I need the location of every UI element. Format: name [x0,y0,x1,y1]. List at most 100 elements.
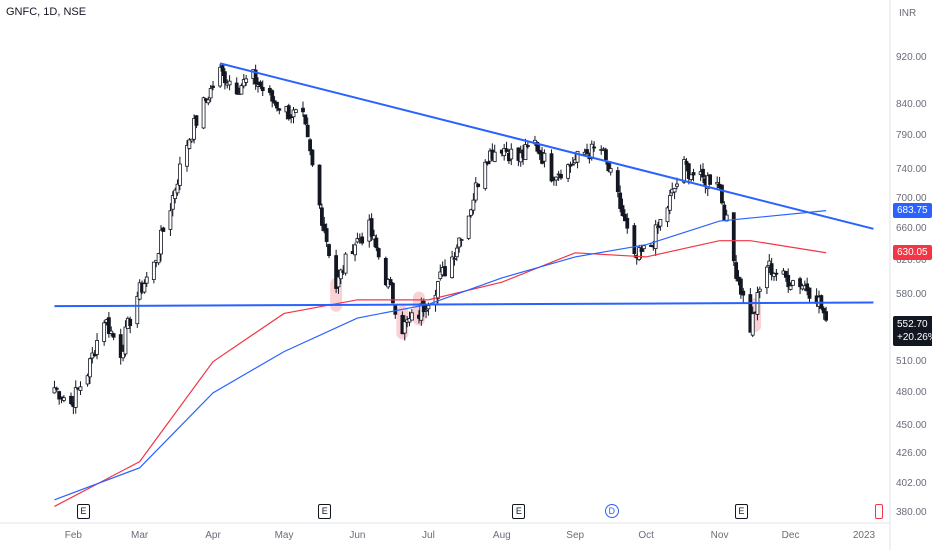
candle-body [239,85,244,95]
candle-body [253,69,258,85]
candle-body [170,195,175,210]
candle-body [502,148,507,156]
earnings-event-marker[interactable]: E [318,504,332,519]
candle-body [672,188,677,193]
candle-body [750,313,755,336]
candle-body [791,280,795,286]
candle-body [459,239,464,241]
y-tick-label: 402.00 [896,478,927,490]
candle-body [78,386,83,391]
candle-body [473,182,478,201]
currency-label: INR [899,8,917,19]
candle-body [667,195,672,211]
earnings-event-marker[interactable]: E [76,504,90,519]
candle-body [156,253,161,264]
earnings-event-marker[interactable]: E [734,504,748,519]
candle-body [73,387,78,408]
candle-body [641,245,646,250]
candle-body [675,183,679,187]
candle-body [260,86,265,92]
candle-body [691,172,696,176]
candle-body [222,71,227,84]
split-event-marker[interactable] [874,504,883,519]
candle-body [715,181,720,185]
candle-body [168,210,173,230]
candle-body [615,170,620,193]
candle-body [689,174,694,180]
x-tick-label: 2023 [852,530,876,541]
candle-body [275,101,279,109]
y-tick-label: 920.00 [896,51,927,63]
candle-body [123,326,128,355]
candle-body [765,266,769,289]
moving-average-price-label: 683.75 [893,202,932,218]
x-tick-label: Dec [781,530,800,541]
candle-body [135,295,140,325]
candle-body [466,215,471,239]
candle-body [218,66,223,87]
candle-body [559,174,563,179]
candle-body [450,256,455,279]
candle-body [208,88,213,99]
candle-body [608,168,613,173]
x-tick-label: Jun [349,530,366,541]
dividend-event-marker[interactable]: D [604,504,619,518]
candle-body [360,236,365,244]
y-tick-label: 510.00 [896,355,927,367]
candle-body [109,330,114,334]
candle-body [383,258,388,286]
candle-body [327,244,331,257]
candle-body [656,226,660,229]
candle-body [653,224,658,250]
x-tick-label: May [274,530,294,541]
y-tick-label: 660.00 [896,222,927,234]
candle-body [161,227,166,232]
candle-body [426,305,431,310]
candle-body [317,164,322,206]
candle-body [338,269,343,280]
candle-body [95,340,99,355]
candle-body [372,235,376,240]
candle-body [343,253,348,274]
candle-body [476,183,481,187]
candle-body [618,192,623,209]
candle-body [69,395,73,404]
candle-body [731,212,736,262]
candle-body [324,228,329,242]
candle-body [622,213,627,222]
candle-body [620,205,625,217]
x-tick-label: Feb [64,530,82,541]
blue-moving-average-line [54,210,827,501]
x-tick-label: Nov [710,530,729,541]
resistance-trendline [219,62,874,230]
candle-body [151,261,156,280]
candle-body [824,311,828,321]
candle-body [353,244,357,256]
candle-body [471,199,476,211]
candle-body [807,287,812,299]
earnings-event-marker[interactable]: E [512,504,526,519]
candle-body [554,176,559,181]
candle-body [504,148,509,152]
candle-body [177,163,182,186]
candle-body [369,218,374,237]
candle-body [62,397,66,401]
candle-body [665,207,670,223]
candle-body [144,276,149,284]
candle-body [57,391,62,400]
candle-body [772,273,776,277]
candle-body [206,99,211,104]
last-price-label: 552.70 +20.26% [893,316,932,346]
x-tick-label: Sep [566,530,585,541]
candle-body [757,288,762,292]
candle-body [469,209,473,216]
support-trendline [54,301,874,308]
y-tick-label: 580.00 [896,289,927,301]
candle-body [738,278,743,295]
candle-body [128,318,133,327]
candle-body [220,65,225,72]
candle-body [604,149,608,161]
candle-body [234,82,239,95]
candle-body [592,146,597,149]
